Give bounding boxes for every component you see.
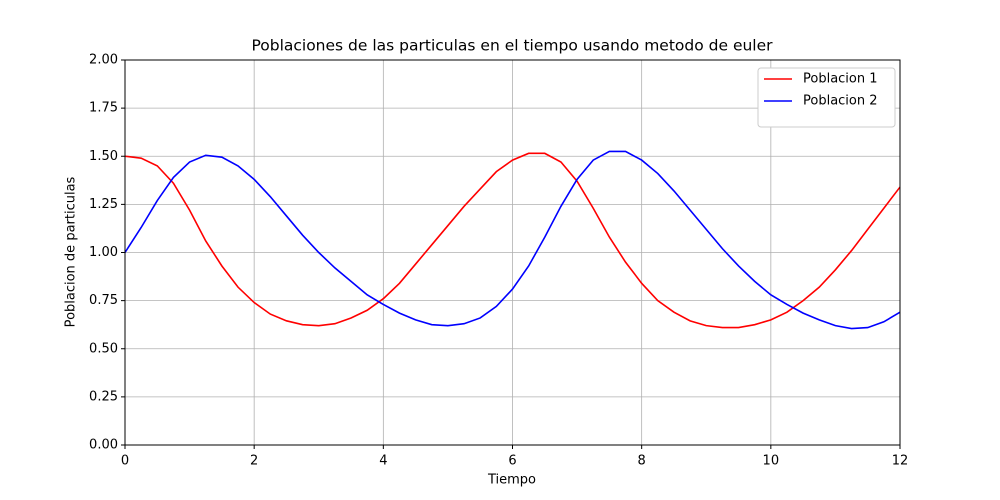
chart-title: Poblaciones de las particulas en el tiem… [251, 37, 773, 55]
line-series [124, 150, 901, 330]
y-tick-label: 0.00 [89, 438, 118, 453]
y-tick-label: 0.50 [89, 341, 118, 356]
x-tick-label: 4 [379, 454, 387, 469]
y-axis-label: Poblacion de particulas [64, 176, 79, 327]
y-tick-label: 0.75 [89, 293, 118, 308]
y-tick-label: 1.25 [89, 197, 118, 212]
x-tick-label: 10 [763, 454, 780, 469]
legend-label: Poblacion 1 [803, 72, 878, 87]
x-tick-label: 6 [508, 454, 516, 469]
y-tick-label: 1.00 [89, 245, 118, 260]
legend-label: Poblacion 2 [803, 94, 878, 109]
x-tick-label: 8 [638, 454, 646, 469]
x-tick-label: 2 [250, 454, 258, 469]
y-tick-label: 1.50 [89, 149, 118, 164]
line-series [124, 152, 901, 329]
y-tick-label: 2.00 [89, 53, 118, 68]
plot-frame [124, 59, 901, 446]
x-tick-label: 12 [892, 454, 909, 469]
x-tick-label: 0 [121, 454, 129, 469]
y-tick-label: 0.25 [89, 389, 118, 404]
x-axis-label: Tiempo [487, 473, 536, 488]
legend-box [757, 67, 896, 128]
y-tick-label: 1.75 [89, 101, 118, 116]
